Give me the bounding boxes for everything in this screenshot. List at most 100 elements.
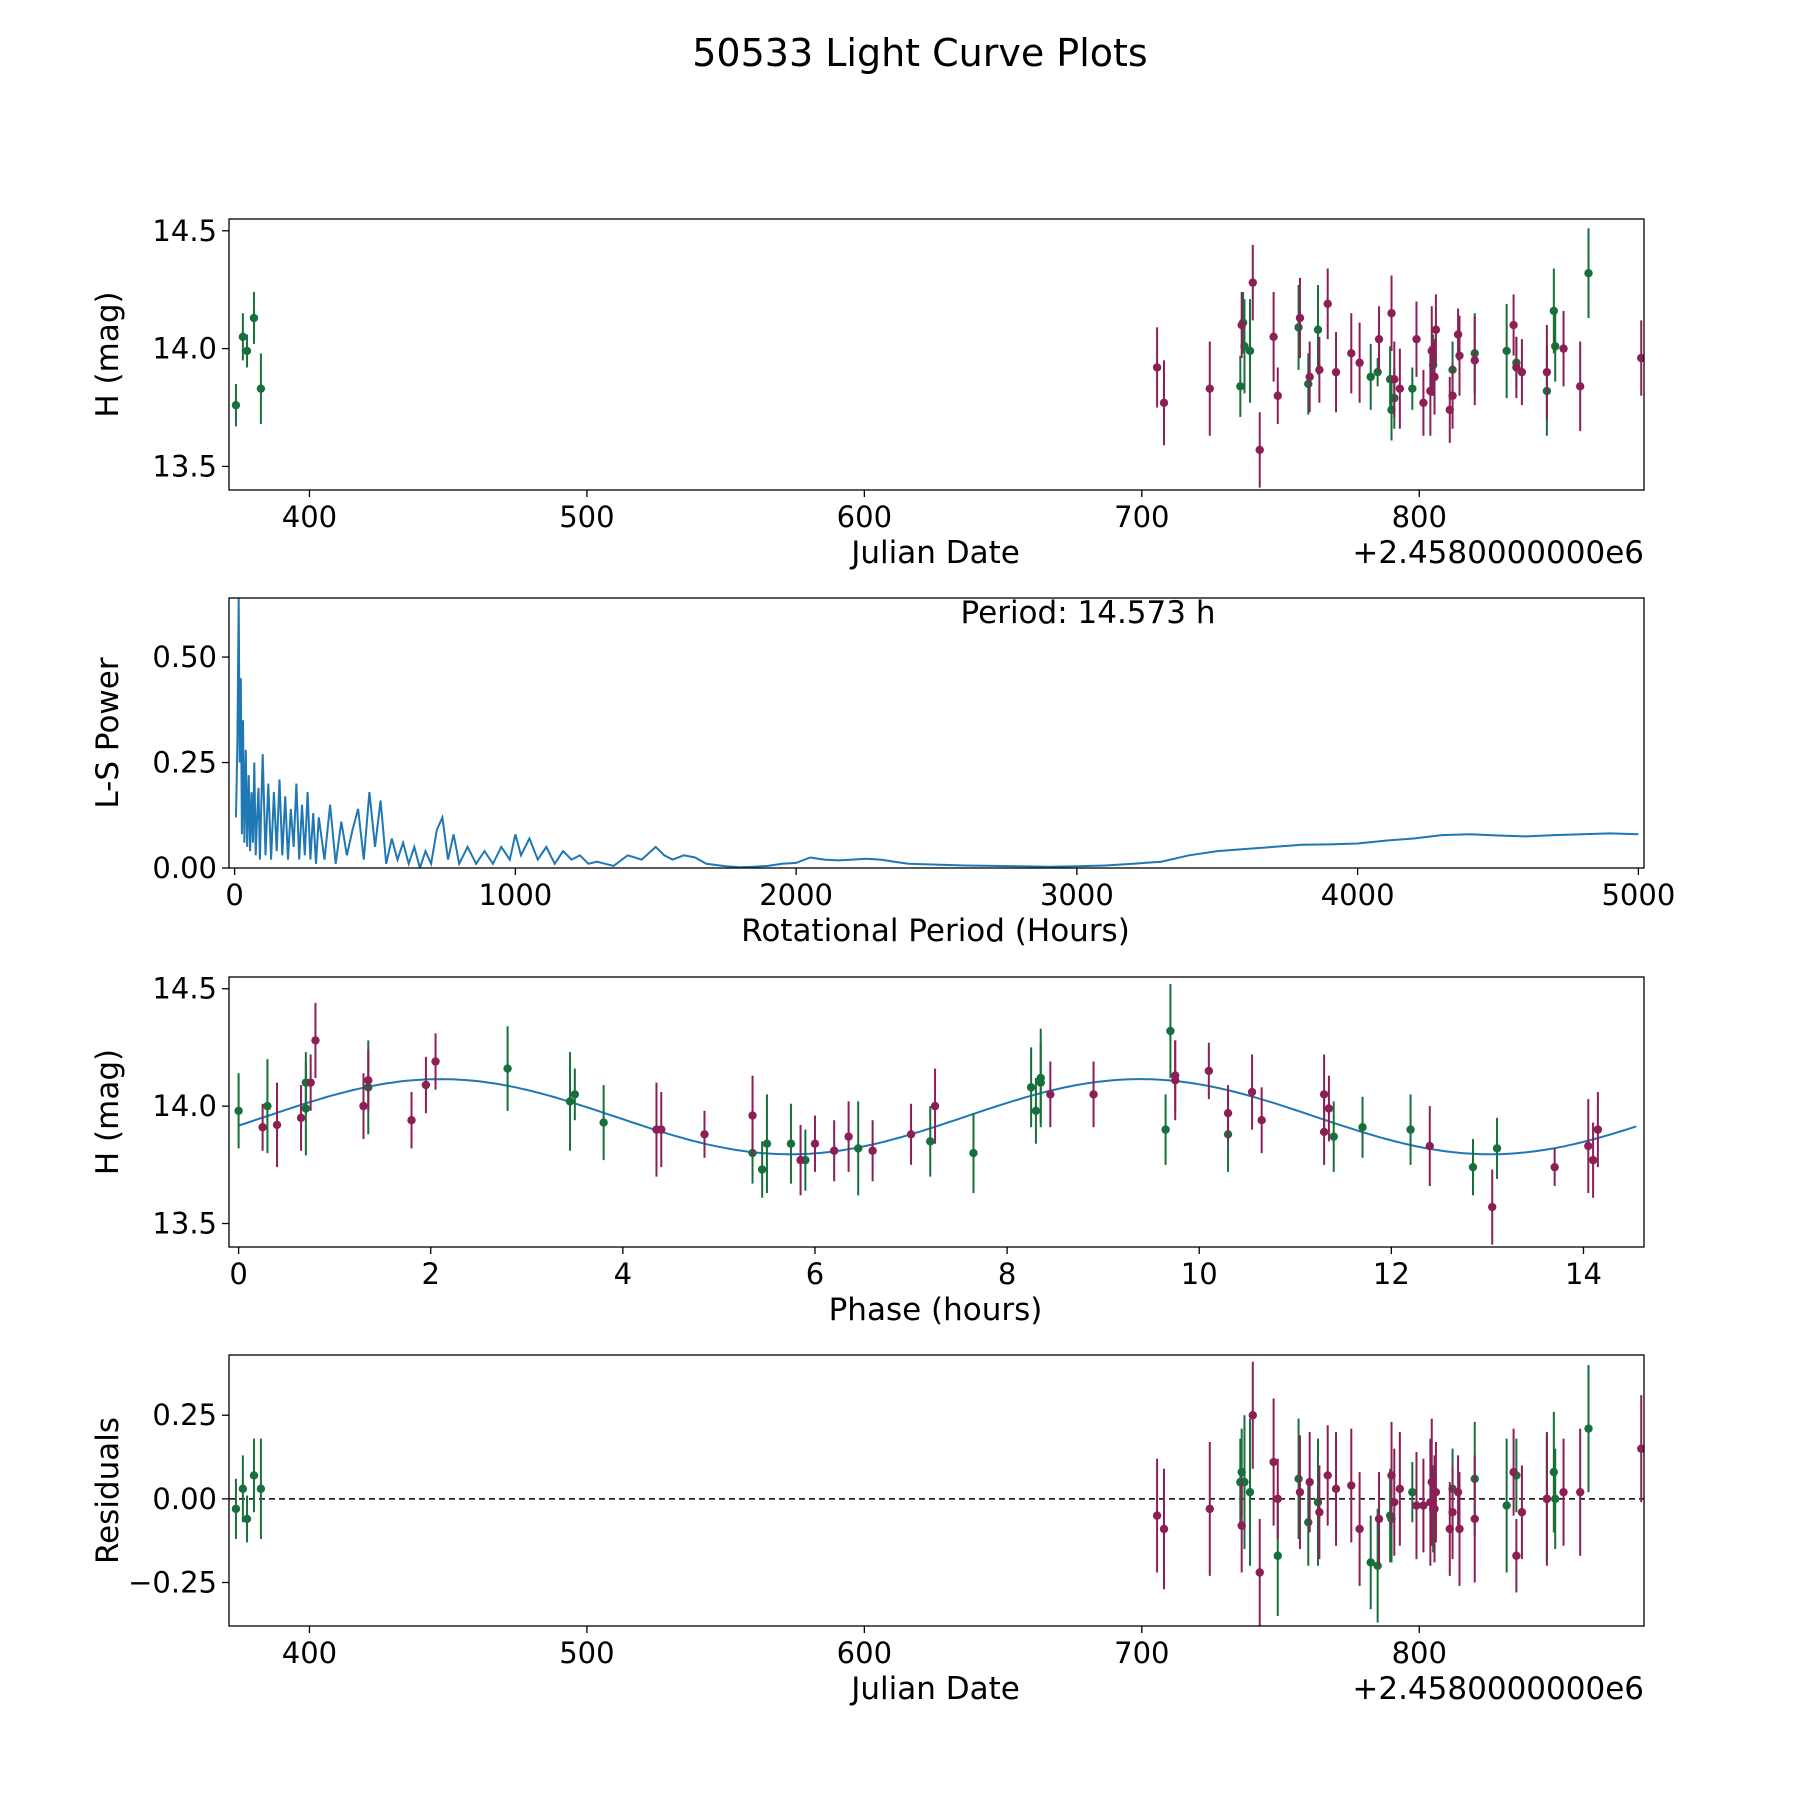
panel-phase-folded: 0 2 4 6 8 10 12 14 13.5 14.0 14.5 Phase (hours) H (m…: [90, 972, 1645, 1328]
green-data-point: [1551, 342, 1560, 351]
purple-data-point: [1509, 320, 1518, 330]
purple-data-point: [1374, 334, 1384, 344]
purple-data-point: [1512, 363, 1521, 372]
purple-data-point: [421, 1080, 431, 1090]
data-layer: [229, 1361, 1644, 1626]
purple-data-point: [1509, 1467, 1518, 1477]
green-data-point: [1304, 379, 1313, 389]
data-layer: [231, 228, 1644, 488]
green-data-point: [1236, 382, 1245, 391]
purple-data-point: [1584, 1141, 1593, 1151]
purple-data-point: [1426, 386, 1435, 396]
purple-data-point: [1470, 356, 1479, 365]
x-tick-label: 10: [1181, 1257, 1218, 1291]
purple-data-point: [1419, 1501, 1428, 1510]
green-data-point: [1273, 1551, 1282, 1560]
purple-data-point: [1395, 384, 1405, 393]
green-data-point: [249, 1471, 259, 1480]
purple-data-point: [1305, 372, 1314, 382]
green-data-point: [1366, 372, 1375, 382]
purple-data-point: [748, 1111, 757, 1120]
green-data-point: [926, 1137, 935, 1146]
purple-data-point: [364, 1076, 373, 1085]
x-axis-label: Rotational Period (Hours): [741, 913, 1130, 949]
y-tick-label: 14.5: [152, 214, 217, 248]
green-data-point: [231, 400, 241, 410]
green-data-point: [565, 1097, 575, 1106]
panel-periodogram: 0 1000 2000 3000 4000 5000 0.00 0.25 0.50 Rotatio…: [90, 595, 1675, 949]
purple-data-point: [306, 1078, 315, 1087]
x-tick-label: 4000: [1321, 878, 1395, 912]
y-tick-label: 0.25: [152, 746, 217, 780]
purple-data-point: [1425, 1141, 1434, 1151]
y-tick-label: 0.00: [152, 1482, 217, 1516]
purple-data-point: [1448, 391, 1457, 400]
green-data-point: [301, 1104, 311, 1113]
plot-frame: [228, 218, 1645, 491]
green-data-point: [1549, 306, 1559, 316]
data-layer: [235, 598, 1639, 868]
purple-data-point: [1559, 1487, 1568, 1497]
purple-data-point: [1331, 367, 1341, 377]
x-tick-label: 0: [225, 878, 243, 912]
y-tick-label: 13.5: [152, 1207, 217, 1241]
x-tick-label: 3000: [1040, 878, 1114, 912]
purple-data-point: [1431, 1487, 1441, 1497]
green-data-point: [234, 1106, 243, 1116]
purple-data-point: [1205, 1504, 1214, 1514]
purple-data-point: [1588, 1155, 1598, 1165]
purple-data-point: [1517, 367, 1527, 377]
purple-data-point: [1255, 1568, 1264, 1577]
data-layer: [234, 984, 1637, 1245]
y-axis-label: H (mag): [90, 1049, 126, 1175]
green-data-point: [263, 1101, 272, 1111]
purple-data-point: [1419, 398, 1428, 408]
purple-data-point: [796, 1155, 805, 1165]
green-data-point: [1408, 384, 1417, 393]
purple-data-point: [1305, 1477, 1314, 1487]
x-tick-label: 400: [282, 1636, 337, 1670]
purple-data-point: [1331, 1484, 1341, 1494]
purple-data-point: [1315, 1508, 1324, 1517]
x-tick-label: 400: [282, 500, 337, 534]
x-tick-label: 12: [1373, 1257, 1410, 1291]
purple-data-point: [1223, 1108, 1233, 1118]
y-tick-label: 13.5: [152, 449, 217, 483]
purple-data-point: [1269, 332, 1278, 342]
x-axis-label: Phase (hours): [829, 1292, 1043, 1328]
green-data-point: [1406, 1125, 1415, 1134]
figure-title: 50533 Light Curve Plots: [692, 31, 1147, 75]
x-tick-label: 700: [1114, 500, 1169, 534]
purple-data-point: [844, 1132, 853, 1141]
purple-data-point: [1355, 358, 1364, 367]
x-tick-label: 600: [837, 500, 892, 534]
x-tick-label: 4: [614, 1257, 632, 1291]
purple-data-point: [359, 1101, 368, 1111]
purple-data-point: [868, 1146, 877, 1155]
green-data-point: [1358, 1123, 1367, 1132]
x-tick-label: 5000: [1601, 878, 1675, 912]
purple-data-point: [1319, 1090, 1329, 1099]
purple-data-point: [906, 1130, 916, 1139]
green-data-point: [1549, 1467, 1559, 1477]
x-tick-label: 500: [559, 500, 614, 534]
green-data-point: [1373, 367, 1382, 377]
purple-data-point: [1247, 1087, 1257, 1097]
purple-data-point: [272, 1120, 282, 1130]
green-data-point: [1366, 1558, 1375, 1567]
purple-data-point: [1453, 330, 1463, 339]
purple-data-point: [1395, 1484, 1405, 1494]
purple-data-point: [1152, 363, 1162, 372]
purple-data-point: [930, 1101, 940, 1111]
x-tick-label: 2: [422, 1257, 440, 1291]
purple-data-point: [407, 1116, 416, 1125]
purple-data-point: [1295, 1487, 1305, 1497]
purple-data-point: [1593, 1125, 1603, 1134]
purple-data-point: [700, 1130, 709, 1139]
purple-data-point: [1248, 1411, 1257, 1420]
x-tick-label: 800: [1392, 1636, 1447, 1670]
purple-data-point: [1575, 382, 1585, 391]
purple-data-point: [1355, 1524, 1364, 1534]
purple-data-point: [1347, 1481, 1356, 1490]
green-data-point: [1294, 1474, 1303, 1483]
